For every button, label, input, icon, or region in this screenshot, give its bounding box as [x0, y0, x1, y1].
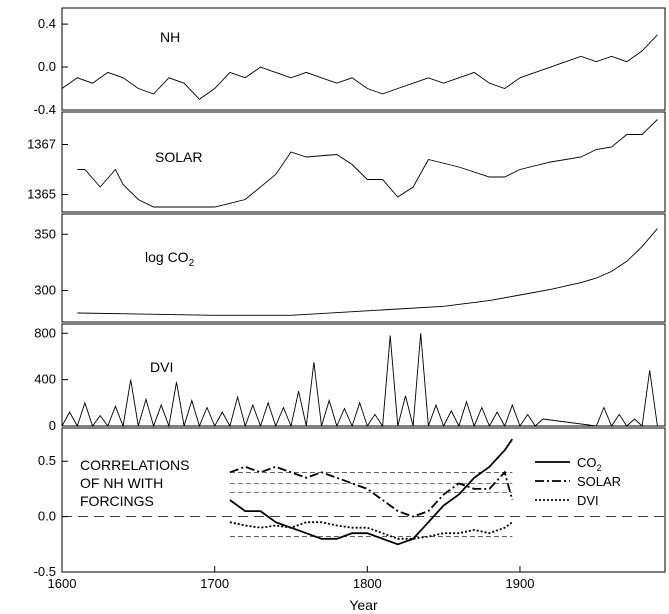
y-tick-label: 0.0	[38, 509, 56, 524]
legend-label-subscript: 2	[597, 463, 602, 473]
x-tick-label: 1700	[200, 576, 229, 591]
panel-label-line: OF NH WITH	[80, 475, 163, 491]
series-line-solid	[77, 228, 658, 316]
x-tick-label: 1900	[506, 576, 535, 591]
y-tick-label: 400	[34, 372, 56, 387]
legend-label: SOLAR	[577, 474, 621, 489]
series-line-dotted	[229, 521, 513, 540]
panel-frame	[61, 427, 666, 573]
panel-4: 0 400 800 DVI	[34, 323, 666, 433]
legend-label: CO2	[577, 455, 602, 473]
panel-label-subscript: 2	[189, 258, 195, 269]
y-tick-label: 0.4	[38, 16, 56, 31]
panel-label-line: FORCINGS	[80, 493, 154, 509]
y-tick-label: 0.5	[38, 453, 56, 468]
y-tick-label: 1365	[27, 187, 56, 202]
series-line-solid	[77, 119, 658, 208]
y-tick-label: 1367	[27, 137, 56, 152]
panel-frame	[61, 111, 666, 213]
y-tick-label: 800	[34, 325, 56, 340]
x-tick-label: 1600	[48, 576, 77, 591]
panel-label: SOLAR	[155, 149, 202, 165]
panel-2: 1365 1367 SOLAR	[27, 111, 666, 213]
panel-label: NH	[160, 29, 180, 45]
y-tick-label: 300	[34, 283, 56, 298]
y-tick-label: -0.5	[34, 564, 56, 579]
y-tick-label: 350	[34, 226, 56, 241]
panel-label: DVI	[150, 359, 173, 375]
y-tick-label: 0.0	[38, 59, 56, 74]
panel-frame	[61, 213, 666, 323]
series-line-solid	[61, 333, 658, 428]
panel-frame	[61, 7, 666, 111]
panel-5: -0.5 0.0 0.5 CORRELATIONS OF NH WITH FORCINGS…	[34, 427, 666, 613]
panel-1: -0.4 0.0 0.4 NH	[34, 7, 666, 117]
panel-label: log CO2	[145, 249, 195, 269]
x-axis-label: Year	[349, 597, 378, 613]
y-tick-label: 0	[49, 418, 56, 433]
series-line-dashdot	[229, 465, 514, 518]
series-line-solid	[229, 438, 514, 546]
legend-label: DVI	[577, 493, 599, 508]
panel-label-line: CORRELATIONS	[80, 457, 189, 473]
x-tick-label: 1800	[353, 576, 382, 591]
panel-3: 300 350 log CO2	[34, 213, 666, 323]
series-line-solid	[61, 34, 658, 100]
y-tick-label: -0.4	[34, 102, 56, 117]
panel-frame	[61, 323, 666, 427]
